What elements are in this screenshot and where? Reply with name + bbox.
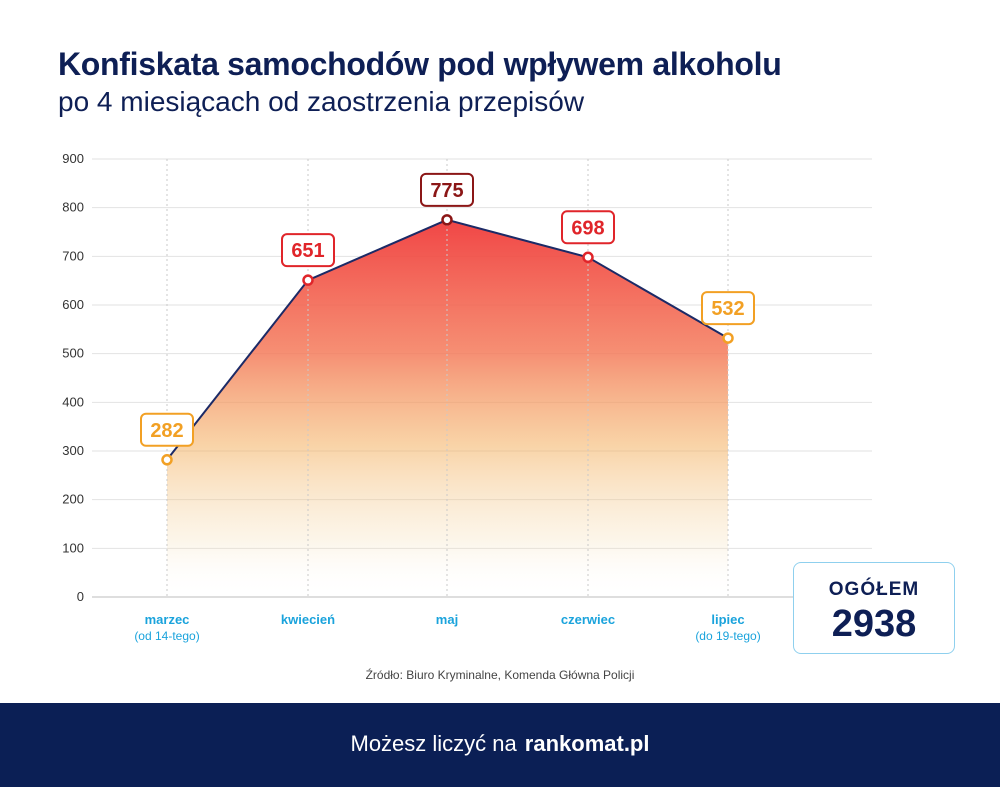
value-label: 775 <box>430 180 463 202</box>
total-label: OGÓŁEM <box>828 579 920 600</box>
value-label: 651 <box>291 240 324 262</box>
y-tick-label: 900 <box>62 151 84 166</box>
y-tick-label: 100 <box>62 540 84 555</box>
data-point[interactable] <box>161 454 173 466</box>
y-tick-label: 700 <box>62 248 84 263</box>
data-point[interactable] <box>582 251 594 264</box>
value-label: 698 <box>571 217 604 239</box>
total-value: 2938 <box>831 603 917 645</box>
x-tick-label: czerwiec <box>561 612 615 627</box>
x-tick-label: maj <box>436 612 458 627</box>
y-tick-label: 0 <box>77 589 84 604</box>
value-label: 282 <box>150 420 183 442</box>
footer-text: Możesz liczyć na <box>350 731 517 756</box>
y-tick-label: 500 <box>62 346 84 361</box>
area-chart: 0 100 200 300 400 500 600 700 800 900 282 651 775 69… <box>62 151 872 643</box>
total-box: OGÓŁEM 2938 <box>793 562 955 654</box>
y-tick-label: 600 <box>62 297 84 312</box>
data-point[interactable] <box>441 214 453 226</box>
value-label: 532 <box>711 298 744 320</box>
chart-subtitle: po 4 miesiącach od zaostrzenia przepisów <box>58 86 585 117</box>
footer-bar: Możesz liczyć na rankomat.pl <box>0 703 1000 787</box>
source-note: Źródło: Biuro Kryminalne, Komenda Główna… <box>365 668 635 682</box>
value-label-box <box>140 412 194 447</box>
y-tick-label: 300 <box>62 443 84 458</box>
y-tick-label: 400 <box>62 394 84 409</box>
y-tick-label: 800 <box>62 200 84 215</box>
x-tick-label: lipiec <box>711 612 744 627</box>
value-label-box <box>701 291 755 326</box>
x-tick-label: marzec <box>145 612 190 627</box>
chart-title: Konfiskata samochodów pod wpływem alkoho… <box>58 46 782 82</box>
data-point[interactable] <box>302 274 314 286</box>
x-tick-note: (od 14-tego) <box>134 629 199 643</box>
value-label-box <box>281 233 335 268</box>
y-tick-label: 200 <box>62 492 84 507</box>
x-tick-label: kwiecień <box>281 612 335 627</box>
x-tick-note: (do 19-tego) <box>695 629 760 643</box>
value-label-box <box>420 172 474 207</box>
brand-logo[interactable]: rankomat.pl <box>524 731 650 756</box>
footer-content: Możesz liczyć na rankomat.pl <box>0 731 1000 757</box>
value-label-box <box>561 210 615 245</box>
data-point[interactable] <box>722 332 734 344</box>
